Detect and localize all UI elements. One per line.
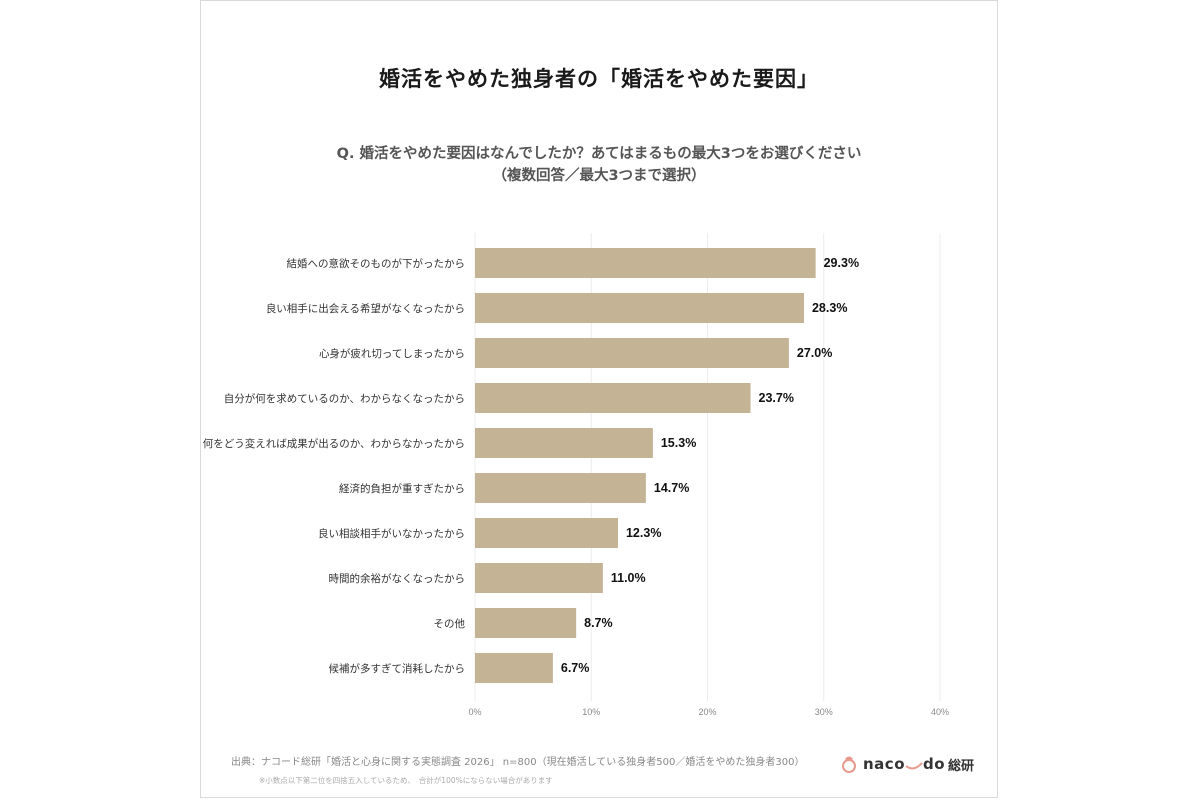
category-label-5: 経済的負担が重すぎたから <box>339 482 465 495</box>
logo: naco do 総研 <box>841 753 974 775</box>
value-label-5: 14.7% <box>654 481 689 495</box>
category-label-8: その他 <box>434 617 466 630</box>
footnote-text: ※小数点以下第二位を四捨五入しているため、 合計が100%にならない場合がありま… <box>259 776 553 785</box>
value-label-0: 29.3% <box>824 256 859 270</box>
value-label-2: 27.0% <box>797 346 832 360</box>
logo-swoosh <box>905 762 923 770</box>
logo-text-2: do <box>923 755 946 773</box>
bar-2 <box>475 338 789 368</box>
x-tick-label-3: 30% <box>815 707 833 717</box>
bar-5 <box>475 473 646 503</box>
category-label-6: 良い相談相手がいなかったから <box>318 527 465 540</box>
question-subtext: （複数回答／最大3つまで選択） <box>492 168 706 184</box>
bar-0 <box>475 248 816 278</box>
category-label-7: 時間的余裕がなくなったから <box>329 572 466 585</box>
category-label-1: 良い相手に出会える希望がなくなったから <box>266 302 465 315</box>
value-label-9: 6.7% <box>561 661 590 675</box>
source-text: 出典：ナコード総研「婚活と心身に関する実態調査 2026」 n=800（現在婚活… <box>231 757 805 768</box>
x-tick-label-1: 10% <box>582 707 600 717</box>
logo-text: naco <box>863 755 905 773</box>
category-label-9: 候補が多すぎて消耗したから <box>329 662 466 675</box>
x-tick-label-4: 40% <box>931 707 949 717</box>
bar-1 <box>475 293 804 323</box>
value-label-3: 23.7% <box>759 391 794 405</box>
value-label-1: 28.3% <box>812 301 847 315</box>
bar-9 <box>475 653 553 683</box>
question-block: Q. 婚活をやめた要因はなんでしたか？あてはまるもの最大3つをお選びください （… <box>201 143 997 187</box>
value-label-8: 8.7% <box>584 616 613 630</box>
x-tick-label-2: 20% <box>698 707 716 717</box>
category-label-3: 自分が何を求めているのか、わからなくなったから <box>224 392 465 405</box>
category-label-0: 結婚への意欲そのものが下がったから <box>287 257 466 270</box>
chart-card: 婚活をやめた独身者の「婚活をやめた要因」 Q. 婚活をやめた要因はなんでしたか？… <box>200 0 998 798</box>
bar-3 <box>475 383 751 413</box>
chart-title: 婚活をやめた独身者の「婚活をやめた要因」 <box>379 67 819 91</box>
question-text: Q. 婚活をやめた要因はなんでしたか？あてはまるもの最大3つをお選びください <box>336 146 862 162</box>
category-label-4: 何をどう変えれば成果が出るのか、わからなかったから <box>203 437 465 450</box>
knot-icon <box>842 756 856 773</box>
bar-8 <box>475 608 577 638</box>
x-tick-label-0: 0% <box>468 707 481 717</box>
bar-4 <box>475 428 653 458</box>
value-label-7: 11.0% <box>611 571 646 585</box>
bar-chart: 結婚への意欲そのものが下がったから 29.3% 良い相手に出会える希望がなくなったか… <box>203 233 949 717</box>
bar-7 <box>475 563 603 593</box>
value-label-4: 15.3% <box>661 436 696 450</box>
bar-6 <box>475 518 618 548</box>
logo-suffix: 総研 <box>948 758 975 774</box>
value-label-6: 12.3% <box>626 526 661 540</box>
category-label-2: 心身が疲れ切ってしまったから <box>319 347 465 360</box>
